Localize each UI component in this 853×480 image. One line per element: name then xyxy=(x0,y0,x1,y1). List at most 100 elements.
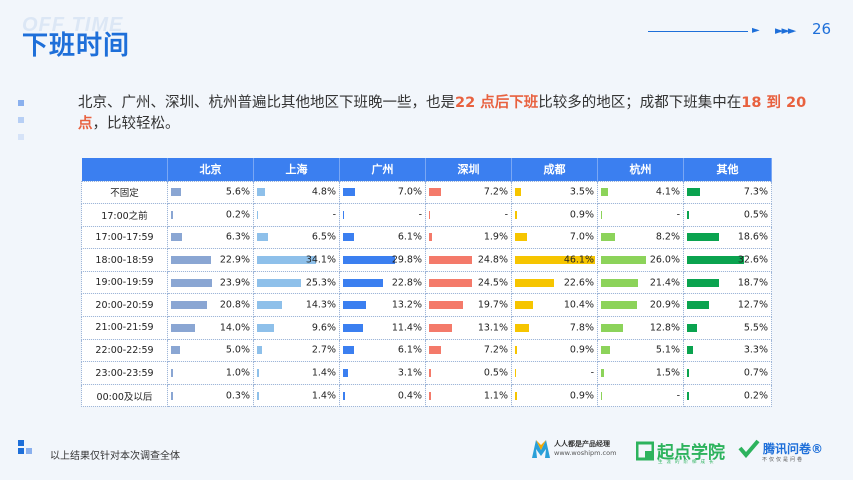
value-bar xyxy=(687,278,720,287)
table-cell: 7.2% xyxy=(425,180,512,205)
value-bar xyxy=(515,391,517,400)
table-cell: 5.1% xyxy=(597,338,684,363)
value-bar xyxy=(515,233,528,242)
qidian-name: 起点学院 xyxy=(657,443,725,463)
bullet-square-icon xyxy=(18,440,24,446)
row-label: 18:00-18:59 xyxy=(81,248,168,272)
table-header-corner xyxy=(81,158,168,181)
value-label: 14.3% xyxy=(305,299,336,311)
table-cell: 22.9% xyxy=(167,248,254,272)
value-label: 20.9% xyxy=(649,299,680,311)
value-label: 0.9% xyxy=(569,390,594,402)
bullet-square-icon xyxy=(18,117,24,123)
header-watermark: OFF TIME xyxy=(22,14,124,36)
table-cell: 0.4% xyxy=(339,383,426,408)
arrow-right-icon: ► xyxy=(752,25,760,36)
value-bar xyxy=(429,278,472,287)
value-label: 34.1% xyxy=(305,254,336,266)
value-label: - xyxy=(504,209,508,221)
value-bar xyxy=(687,256,744,265)
value-label: 13.1% xyxy=(477,322,508,334)
table-cell: 22.6% xyxy=(511,270,598,295)
logo-qidian: 起点学院 生涯的阶梯成长 xyxy=(636,438,725,465)
value-label: 7.2% xyxy=(483,344,508,356)
value-bar xyxy=(171,210,173,219)
value-label: 12.7% xyxy=(737,299,768,311)
value-label: 29.8% xyxy=(391,254,422,266)
value-bar xyxy=(515,210,517,219)
table-cell: 3.1% xyxy=(339,361,426,385)
page-number: 26 xyxy=(812,20,832,38)
table-cell: 8.2% xyxy=(597,225,684,250)
table-cell: 1.1% xyxy=(425,383,512,408)
value-bar xyxy=(687,233,720,242)
value-label: 1.0% xyxy=(225,367,250,379)
table-cell: 22.8% xyxy=(339,270,426,295)
table-cell: 7.2% xyxy=(425,338,512,363)
table-cell: 0.9% xyxy=(511,203,598,227)
value-bar xyxy=(687,391,689,400)
value-label: 46.1% xyxy=(563,254,594,266)
decor-bullets xyxy=(18,100,26,151)
table-header-cell: 北京 xyxy=(167,158,254,181)
value-label: 14.0% xyxy=(219,322,250,334)
table-cell: 24.8% xyxy=(425,248,512,272)
value-bar xyxy=(171,323,196,332)
row-label: 23:00-23:59 xyxy=(81,361,168,385)
intro-text: 比较多的地区；成都下班集中在 xyxy=(538,95,742,111)
value-label: 24.8% xyxy=(477,254,508,266)
value-bar xyxy=(601,278,639,287)
value-bar xyxy=(343,278,383,287)
table-cell: 6.1% xyxy=(339,338,426,363)
table-cell: 13.2% xyxy=(339,293,426,318)
value-label: 22.8% xyxy=(391,277,422,289)
value-bar xyxy=(171,256,211,265)
table-cell: 4.1% xyxy=(597,180,684,205)
value-bar xyxy=(257,369,260,378)
table-cell: 29.8% xyxy=(339,248,426,272)
value-bar xyxy=(257,391,260,400)
value-bar xyxy=(515,369,516,378)
table-cell: 1.4% xyxy=(253,361,340,385)
table-cell: 7.0% xyxy=(511,225,598,250)
table-cell: 1.9% xyxy=(425,225,512,250)
value-bar xyxy=(343,369,349,378)
value-label: 0.3% xyxy=(225,390,250,402)
value-bar xyxy=(343,301,366,310)
table-row: 20:00-20:59 20.8% 14.3% 13.2% 19.7% 10.4% 20.9… xyxy=(81,293,772,318)
value-label: 4.8% xyxy=(311,186,336,198)
table-cell: 6.5% xyxy=(253,225,340,250)
table-cell: - xyxy=(425,203,512,227)
table-row: 21:00-21:59 14.0% 9.6% 11.4% 13.1% 7.8% 12.8% 5… xyxy=(81,316,772,340)
value-label: 0.9% xyxy=(569,209,594,221)
woshipm-logo-icon xyxy=(532,440,550,458)
value-label: 5.6% xyxy=(225,186,250,198)
table-cell: 5.0% xyxy=(167,338,254,363)
value-label: 1.9% xyxy=(483,231,508,243)
value-bar xyxy=(601,210,602,219)
table-cell: 0.2% xyxy=(683,383,772,408)
table-header-cell: 成都 xyxy=(511,158,598,181)
value-label: 1.4% xyxy=(311,390,336,402)
value-bar xyxy=(343,323,363,332)
table-row: 00:00及以后 0.3% 1.4% 0.4% 1.1% 0.9% - 0.2% xyxy=(81,383,772,408)
table-cell: 20.8% xyxy=(167,293,254,318)
table-header-cell: 其他 xyxy=(683,158,772,181)
table-header-cell: 广州 xyxy=(339,158,426,181)
row-label: 19:00-19:59 xyxy=(81,270,168,295)
table-cell: 0.2% xyxy=(167,203,254,227)
value-label: 0.4% xyxy=(397,390,422,402)
value-bar xyxy=(601,188,609,197)
value-bar xyxy=(257,233,269,242)
table-cell: 12.8% xyxy=(597,316,684,340)
value-label: 1.1% xyxy=(483,390,508,402)
value-bar xyxy=(601,346,610,355)
value-label: 3.1% xyxy=(397,367,422,379)
table-cell: 9.6% xyxy=(253,316,340,340)
value-label: 26.0% xyxy=(649,254,680,266)
value-label: - xyxy=(418,209,422,221)
table-cell: 21.4% xyxy=(597,270,684,295)
value-label: 6.1% xyxy=(397,231,422,243)
value-label: - xyxy=(590,367,594,379)
offtime-table: 北京 上海 广州 深圳 成都 杭州 其他 不固定 5.6% 4.8% 7.0% 7.2%… xyxy=(81,158,772,408)
